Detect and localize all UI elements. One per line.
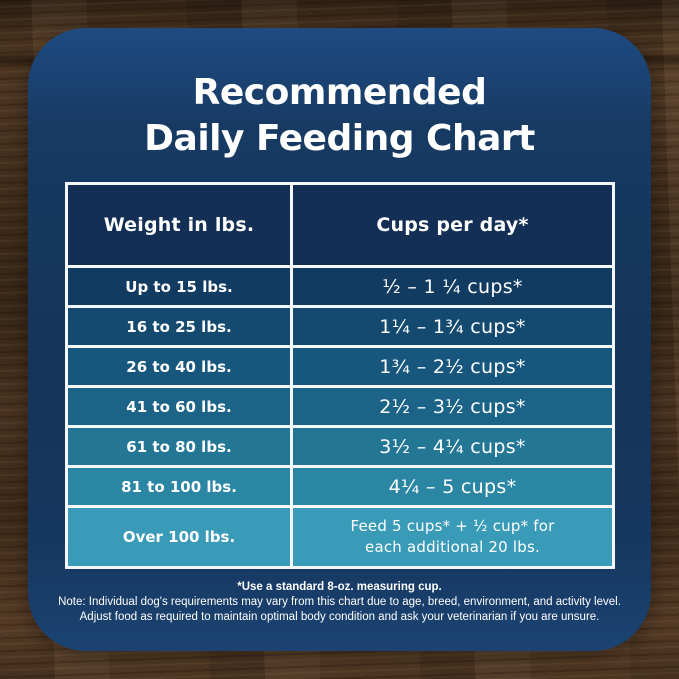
cups-cell-line2: each additional 20 lbs. xyxy=(365,538,540,556)
weight-cell: Over 100 lbs. xyxy=(68,508,290,566)
cups-cell: 2½ – 3½ cups* xyxy=(293,388,612,425)
cups-cell-line1: Feed 5 cups* + ½ cup* for xyxy=(350,517,555,535)
measuring-cup-note: *Use a standard 8-oz. measuring cup. xyxy=(237,581,442,593)
feeding-chart-card: Recommended Daily Feeding Chart Weight i… xyxy=(28,28,651,651)
weight-cell: Up to 15 lbs. xyxy=(68,268,290,305)
cups-cell: ½ – 1 ¼ cups* xyxy=(293,268,612,305)
weight-cell: 26 to 40 lbs. xyxy=(68,348,290,385)
table-row: 26 to 40 lbs. 1¾ – 2½ cups* xyxy=(68,348,612,385)
header-cups: Cups per day* xyxy=(293,185,612,265)
weight-cell: 16 to 25 lbs. xyxy=(68,308,290,345)
cups-cell: Feed 5 cups* + ½ cup* for each additiona… xyxy=(293,508,612,566)
feeding-table: Weight in lbs. Cups per day* Up to 15 lb… xyxy=(65,182,615,569)
footnotes: *Use a standard 8-oz. measuring cup. Not… xyxy=(28,580,651,625)
cups-cell: 1¼ – 1¾ cups* xyxy=(293,308,612,345)
disclaimer-line1: Note: Individual dog's requirements may … xyxy=(58,596,621,608)
table-row: 81 to 100 lbs. 4¼ – 5 cups* xyxy=(68,468,612,505)
disclaimer-line2: Adjust food as required to maintain opti… xyxy=(79,611,600,623)
table-header-row: Weight in lbs. Cups per day* xyxy=(68,185,612,265)
weight-cell: 41 to 60 lbs. xyxy=(68,388,290,425)
page-title-line1: Recommended xyxy=(192,72,487,113)
cups-cell: 3½ – 4¼ cups* xyxy=(293,428,612,465)
table-row: 61 to 80 lbs. 3½ – 4¼ cups* xyxy=(68,428,612,465)
page-title-line2: Daily Feeding Chart xyxy=(144,118,535,159)
table-row: Up to 15 lbs. ½ – 1 ¼ cups* xyxy=(68,268,612,305)
table-row: 16 to 25 lbs. 1¼ – 1¾ cups* xyxy=(68,308,612,345)
cups-cell: 4¼ – 5 cups* xyxy=(293,468,612,505)
table-row: 41 to 60 lbs. 2½ – 3½ cups* xyxy=(68,388,612,425)
cups-cell: 1¾ – 2½ cups* xyxy=(293,348,612,385)
header-weight: Weight in lbs. xyxy=(68,185,290,265)
table-row-over-100: Over 100 lbs. Feed 5 cups* + ½ cup* for … xyxy=(68,508,612,566)
page-title: Recommended Daily Feeding Chart xyxy=(28,70,651,162)
weight-cell: 61 to 80 lbs. xyxy=(68,428,290,465)
weight-cell: 81 to 100 lbs. xyxy=(68,468,290,505)
